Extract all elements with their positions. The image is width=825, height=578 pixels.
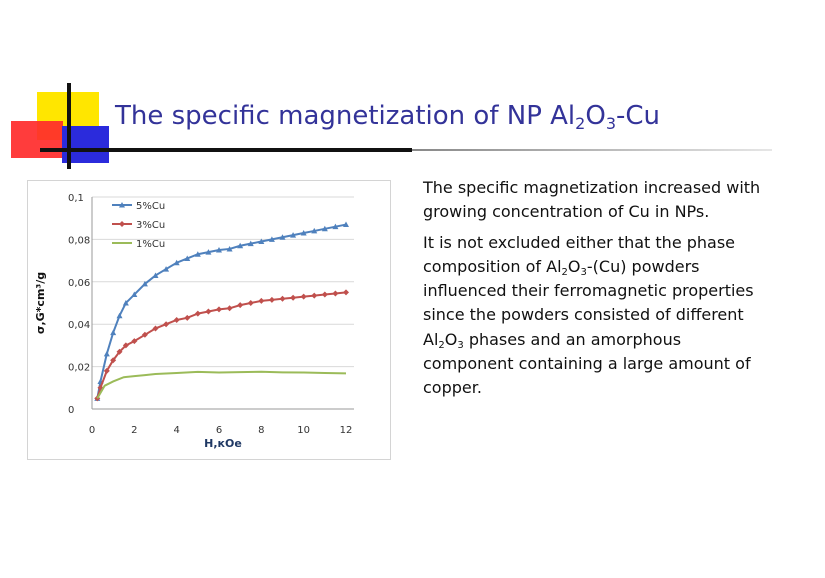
x-tick-label: 6 [216,425,222,436]
data-point [152,325,159,332]
decor-title-underline [40,148,412,152]
series-line-3%Cu [96,291,347,399]
x-tick-label: 12 [340,425,353,436]
data-point [163,321,170,328]
data-point [258,238,265,245]
data-point [237,242,244,249]
series-line-1%Cu [96,370,347,399]
legend-label: 3%Cu [136,220,165,231]
data-point [116,312,123,319]
data-point [226,245,233,252]
magnetization-chart: 0 0,02 0,04 0,06 0,08 0,1 0 2 4 6 8 10 12 H,кОе σ,G*cm… [27,180,391,460]
decor-red-square [11,121,63,158]
data-point [343,289,349,296]
y-tick-label: 0,04 [68,320,90,331]
x-tick-label: 8 [258,425,264,436]
data-point [321,291,328,298]
x-tick-label: 10 [297,425,310,436]
data-point [122,300,129,306]
legend-marker [119,202,125,208]
data-point [110,329,117,336]
data-point [184,314,191,321]
slide-body: The specific magnetization increased wit… [423,176,775,407]
data-point [194,310,201,317]
y-tick-label: 0 [68,405,74,416]
body-paragraph-1: The specific magnetization increased wit… [423,178,761,222]
data-point [300,230,307,236]
data-point [332,223,339,230]
data-point [173,259,180,266]
decor-title-underline-fade [412,149,772,151]
data-point [194,251,201,257]
data-point [321,225,328,232]
data-point [116,348,123,355]
data-point [247,300,254,306]
data-point [311,227,318,234]
slide-title: The specific magnetization of NP Al2O3-C… [115,101,661,133]
y-tick-label: 0,1 [68,193,84,204]
data-point [216,247,222,253]
data-point [141,280,148,287]
legend-label: 5%Cu [136,201,165,212]
data-point [237,302,244,309]
data-point [279,295,286,302]
body-paragraph-2: It is not excluded either that the phase… [423,232,754,398]
data-point [205,249,212,255]
data-point [184,255,191,261]
data-point [141,331,148,338]
data-point [300,293,307,300]
data-point [122,342,129,349]
data-point [343,221,349,228]
data-point [216,306,222,313]
data-point [268,236,275,242]
data-point [131,338,138,345]
chart-canvas: 0 0,02 0,04 0,06 0,08 0,1 0 2 4 6 8 10 12 H,кОе σ,G*cm… [34,193,354,450]
x-axis-label: H,кОе [204,437,242,450]
decor-vertical-line [67,83,71,169]
data-point [152,272,159,278]
data-point [290,294,297,301]
data-point [173,316,180,323]
y-tick-label: 0,08 [68,235,90,246]
data-point [258,297,265,304]
data-point [332,290,339,297]
data-point [247,240,254,247]
data-point [226,305,233,312]
y-tick-label: 0,02 [68,363,90,374]
x-tick-label: 0 [89,425,95,436]
y-tick-label: 0,06 [68,278,90,289]
y-axis-label: σ,G*cm³/g [34,272,47,334]
data-point [131,291,138,298]
data-point [268,296,275,303]
data-point [163,266,170,272]
data-point [290,232,297,238]
data-point [103,367,110,374]
data-point [103,350,110,357]
x-tick-label: 4 [173,425,179,436]
legend-label: 1%Cu [136,239,165,250]
data-point [311,292,318,299]
x-tick-label: 2 [131,425,137,436]
legend-marker [119,221,125,227]
data-point [110,357,117,364]
data-point [279,234,286,240]
data-point [205,308,212,315]
